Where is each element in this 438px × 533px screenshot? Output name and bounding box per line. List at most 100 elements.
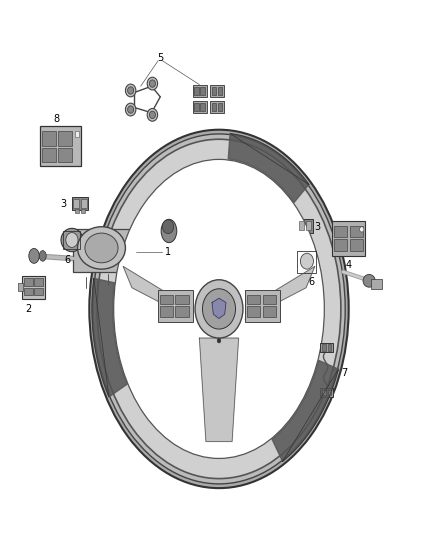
- Bar: [74, 131, 79, 136]
- Ellipse shape: [125, 103, 136, 116]
- Text: 4: 4: [346, 260, 352, 270]
- Bar: [247, 306, 260, 317]
- Ellipse shape: [89, 130, 349, 488]
- Bar: [332, 221, 365, 256]
- Polygon shape: [228, 134, 309, 203]
- Bar: [35, 278, 43, 286]
- Ellipse shape: [300, 253, 314, 269]
- Bar: [350, 225, 363, 237]
- Ellipse shape: [127, 87, 134, 94]
- Bar: [328, 344, 331, 351]
- Ellipse shape: [147, 77, 158, 90]
- Polygon shape: [199, 338, 239, 441]
- Bar: [176, 306, 188, 317]
- Text: 6: 6: [64, 255, 71, 264]
- Bar: [158, 290, 193, 322]
- Bar: [40, 126, 81, 166]
- Bar: [75, 209, 79, 214]
- Bar: [42, 148, 56, 161]
- Bar: [306, 221, 311, 230]
- Ellipse shape: [161, 219, 177, 243]
- Ellipse shape: [39, 251, 46, 261]
- Ellipse shape: [360, 227, 364, 232]
- Bar: [218, 87, 222, 95]
- Bar: [194, 103, 198, 111]
- Ellipse shape: [147, 109, 158, 121]
- Ellipse shape: [127, 106, 134, 114]
- Bar: [328, 390, 331, 395]
- Bar: [334, 239, 347, 251]
- Bar: [262, 295, 276, 304]
- Bar: [81, 199, 87, 208]
- Bar: [245, 290, 280, 322]
- Bar: [297, 251, 316, 273]
- Text: 3: 3: [60, 199, 66, 209]
- Bar: [22, 276, 45, 300]
- Bar: [247, 295, 260, 304]
- Bar: [73, 199, 79, 208]
- Ellipse shape: [78, 227, 125, 269]
- Bar: [297, 219, 313, 232]
- Bar: [212, 87, 216, 95]
- Ellipse shape: [29, 248, 39, 263]
- Ellipse shape: [61, 228, 83, 252]
- Polygon shape: [245, 266, 315, 319]
- Bar: [160, 306, 173, 317]
- Bar: [176, 295, 188, 304]
- Polygon shape: [92, 278, 127, 397]
- Ellipse shape: [296, 248, 318, 274]
- Polygon shape: [272, 360, 339, 462]
- Ellipse shape: [114, 159, 324, 458]
- Ellipse shape: [363, 274, 375, 287]
- Text: 7: 7: [341, 368, 347, 377]
- Bar: [193, 85, 207, 97]
- Text: 5: 5: [157, 53, 163, 63]
- Bar: [212, 103, 216, 111]
- Bar: [193, 101, 207, 113]
- Bar: [371, 279, 382, 289]
- Ellipse shape: [97, 139, 341, 479]
- Bar: [218, 103, 222, 111]
- Polygon shape: [123, 266, 193, 319]
- Bar: [299, 221, 304, 230]
- Bar: [350, 239, 363, 251]
- Bar: [73, 229, 130, 272]
- Ellipse shape: [149, 80, 155, 87]
- Bar: [58, 131, 72, 146]
- Ellipse shape: [202, 289, 236, 329]
- Ellipse shape: [149, 111, 155, 118]
- Ellipse shape: [195, 280, 243, 338]
- Bar: [18, 284, 23, 292]
- Bar: [210, 101, 224, 113]
- Bar: [200, 103, 205, 111]
- Ellipse shape: [93, 134, 345, 484]
- Ellipse shape: [125, 84, 136, 97]
- Bar: [210, 85, 224, 97]
- Bar: [42, 131, 56, 146]
- Bar: [321, 388, 332, 398]
- Bar: [24, 278, 33, 286]
- Ellipse shape: [85, 233, 118, 263]
- Text: 1: 1: [165, 247, 171, 257]
- Bar: [322, 344, 325, 351]
- Bar: [262, 306, 276, 317]
- Ellipse shape: [217, 338, 221, 343]
- Text: 2: 2: [26, 304, 32, 314]
- Bar: [24, 288, 33, 295]
- Bar: [322, 390, 325, 395]
- Bar: [81, 209, 85, 214]
- Bar: [321, 343, 332, 352]
- Bar: [334, 225, 347, 237]
- Ellipse shape: [162, 220, 174, 233]
- Bar: [58, 148, 72, 161]
- Bar: [72, 197, 88, 210]
- Ellipse shape: [66, 232, 78, 247]
- Bar: [160, 295, 173, 304]
- Text: 3: 3: [315, 222, 321, 232]
- Bar: [63, 231, 80, 249]
- Bar: [35, 288, 43, 295]
- Text: 8: 8: [53, 114, 59, 124]
- Text: 6: 6: [308, 277, 314, 287]
- Polygon shape: [212, 298, 226, 318]
- Bar: [200, 87, 205, 95]
